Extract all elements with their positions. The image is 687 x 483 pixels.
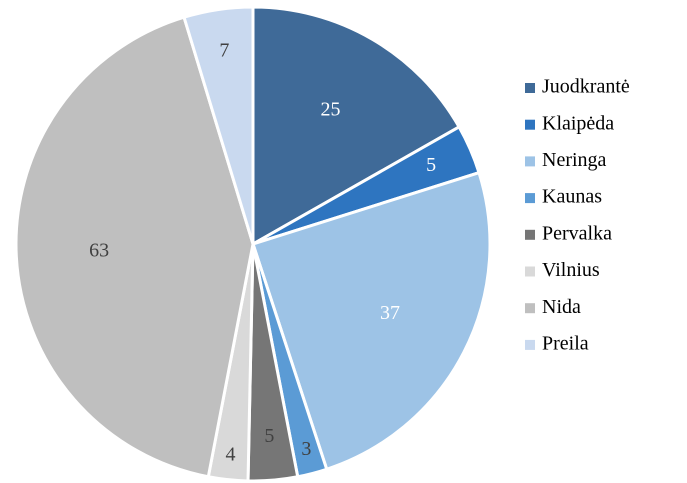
legend-label: Vilnius <box>542 259 600 281</box>
data-label: 63 <box>89 240 109 262</box>
legend-swatch <box>525 229 535 240</box>
legend-label: Pervalka <box>542 222 612 244</box>
data-label: 37 <box>380 302 400 324</box>
data-label: 7 <box>219 39 229 61</box>
legend-swatch <box>525 119 535 130</box>
legend-swatch <box>525 266 535 277</box>
legend-label: Preila <box>542 332 589 354</box>
pie-slice <box>14 15 255 479</box>
legend-label: Klaipėda <box>542 112 614 134</box>
legend-swatch <box>525 156 535 167</box>
data-label: 25 <box>320 98 340 120</box>
legend-swatch <box>525 83 535 93</box>
data-label: 5 <box>426 154 436 176</box>
legend-label: Neringa <box>542 149 607 171</box>
pie-slice <box>182 5 255 245</box>
legend-label: Juodkrantė <box>542 76 630 98</box>
legend-label: Kaunas <box>542 186 602 208</box>
legend-swatch <box>525 339 535 350</box>
data-label: 3 <box>301 438 311 460</box>
legend-swatch <box>525 193 535 204</box>
pie-slice <box>251 170 492 472</box>
legend-label: Nida <box>542 296 581 318</box>
legend-swatch <box>525 303 535 314</box>
pie-slice <box>251 5 462 247</box>
data-label: 5 <box>264 425 274 447</box>
data-label: 4 <box>226 444 236 466</box>
